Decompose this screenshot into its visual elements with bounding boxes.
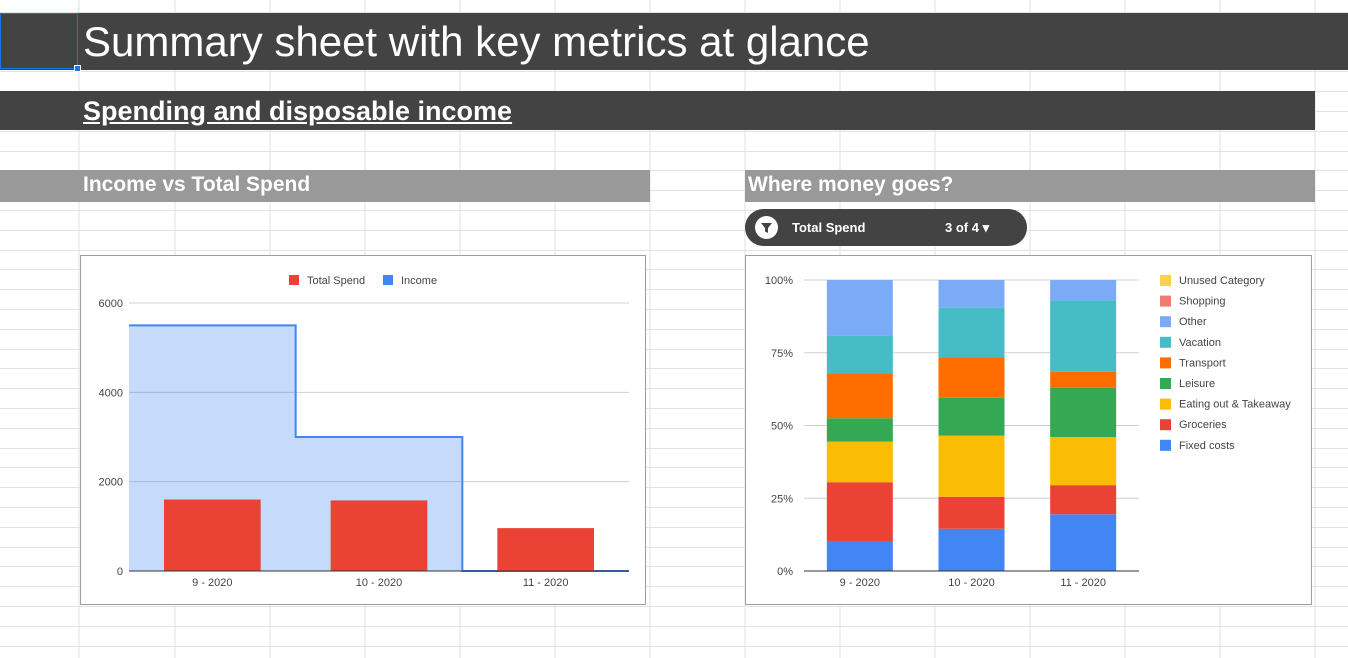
section-title-income-vs-spend: Income vs Total Spend bbox=[83, 173, 311, 196]
section-title-where-money-goes: Where money goes? bbox=[748, 173, 954, 196]
y-tick-label: 2000 bbox=[99, 477, 123, 489]
stacked-segment bbox=[826, 280, 893, 336]
y-tick-label: 100% bbox=[765, 275, 793, 287]
where-money-goes-chart[interactable]: 0% 25% 50% 75% 100% 9 - 2020 10 - 2020 11 - 202… bbox=[745, 255, 1312, 605]
stacked-segment bbox=[1050, 437, 1117, 486]
income-vs-spend-svg: 0 2000 4000 6000 9 - 2020 10 - 2020 11 - 2020 T… bbox=[99, 275, 629, 589]
stacked-segment bbox=[938, 307, 1005, 358]
x-tick-label: 11 - 2020 bbox=[523, 577, 569, 589]
spend-bar bbox=[330, 500, 428, 571]
legend-label: Fixed costs bbox=[1179, 440, 1235, 452]
legend-swatch bbox=[1160, 295, 1171, 307]
stacked-segment bbox=[1050, 280, 1117, 301]
y-tick-label: 6000 bbox=[99, 298, 123, 310]
x-tick-label: 10 - 2020 bbox=[948, 577, 994, 589]
filter-count-text: 3 of 4 bbox=[945, 220, 979, 235]
y-tick-label: 0% bbox=[777, 566, 793, 578]
section-header-left bbox=[0, 170, 650, 202]
legend-label: Vacation bbox=[1179, 337, 1221, 349]
selected-cell[interactable] bbox=[0, 13, 78, 69]
stacked-segment bbox=[826, 441, 893, 483]
y-tick-label: 75% bbox=[771, 348, 793, 360]
stacked-segment bbox=[938, 496, 1005, 529]
y-tick-label: 4000 bbox=[99, 387, 123, 399]
spend-bar bbox=[497, 528, 594, 571]
legend-label: Groceries bbox=[1179, 419, 1227, 431]
caret-down-icon: ▾ bbox=[982, 220, 990, 235]
legend-swatch bbox=[1160, 398, 1171, 410]
legend-swatch bbox=[1160, 439, 1171, 451]
legend-label: Leisure bbox=[1179, 378, 1215, 390]
stacked-segment bbox=[938, 528, 1005, 571]
stacked-segment bbox=[826, 335, 893, 374]
section-header-right bbox=[745, 170, 1315, 202]
filter-button[interactable]: Total Spend 3 of 4 ▾ bbox=[745, 209, 1027, 246]
legend-swatch bbox=[1160, 316, 1171, 328]
legend-swatch bbox=[289, 275, 299, 285]
legend-label: Other bbox=[1179, 316, 1207, 328]
legend-swatch bbox=[1160, 378, 1171, 389]
income-vs-spend-chart[interactable]: 0 2000 4000 6000 9 - 2020 10 - 2020 11 - 2020 T… bbox=[80, 255, 646, 605]
page-title: Summary sheet with key metrics at glance bbox=[83, 18, 870, 65]
filter-column-label: Total Spend bbox=[792, 220, 866, 235]
subtitle-row bbox=[0, 91, 1315, 130]
y-tick-label: 25% bbox=[771, 493, 793, 505]
legend-swatch bbox=[1160, 419, 1171, 431]
stacked-segment bbox=[826, 373, 893, 419]
title-row bbox=[0, 13, 1348, 70]
legend-swatch bbox=[1160, 275, 1171, 286]
legend-label: Shopping bbox=[1179, 296, 1226, 308]
stacked-segment bbox=[938, 357, 1005, 398]
x-tick-label: 9 - 2020 bbox=[840, 577, 880, 589]
filter-icon bbox=[755, 216, 778, 239]
legend-swatch bbox=[1160, 336, 1171, 348]
where-money-goes-svg: 0% 25% 50% 75% 100% 9 - 2020 10 - 2020 11 - 202… bbox=[765, 275, 1291, 589]
stacked-segment bbox=[1050, 371, 1117, 388]
x-tick-label: 11 - 2020 bbox=[1060, 577, 1106, 589]
stacked-segment bbox=[938, 280, 1005, 308]
section-subtitle: Spending and disposable income bbox=[83, 96, 513, 126]
legend-swatch bbox=[1160, 357, 1171, 369]
legend-label: Income bbox=[401, 275, 437, 287]
stacked-segment bbox=[1050, 300, 1117, 372]
legend-label: Transport bbox=[1179, 357, 1226, 369]
stacked-segment bbox=[1050, 387, 1117, 438]
filter-count-dropdown[interactable]: 3 of 4 ▾ bbox=[945, 220, 989, 236]
legend-label: Total Spend bbox=[307, 275, 365, 287]
legend-label: Unused Category bbox=[1179, 275, 1265, 287]
stacked-segment bbox=[826, 482, 893, 542]
legend-swatch bbox=[383, 275, 393, 285]
y-tick-label: 50% bbox=[771, 421, 793, 433]
stacked-segment bbox=[826, 541, 893, 571]
selection-fill-handle[interactable] bbox=[74, 65, 81, 72]
stacked-segment bbox=[826, 418, 893, 442]
spend-bar bbox=[164, 499, 261, 571]
legend-label: Eating out & Takeaway bbox=[1179, 399, 1291, 411]
x-tick-label: 10 - 2020 bbox=[356, 577, 402, 589]
y-tick-label: 0 bbox=[117, 566, 123, 578]
stacked-segment bbox=[938, 397, 1005, 436]
stacked-segment bbox=[938, 435, 1005, 497]
stacked-segment bbox=[1050, 485, 1117, 515]
stacked-segment bbox=[1050, 514, 1117, 571]
x-tick-label: 9 - 2020 bbox=[192, 577, 232, 589]
